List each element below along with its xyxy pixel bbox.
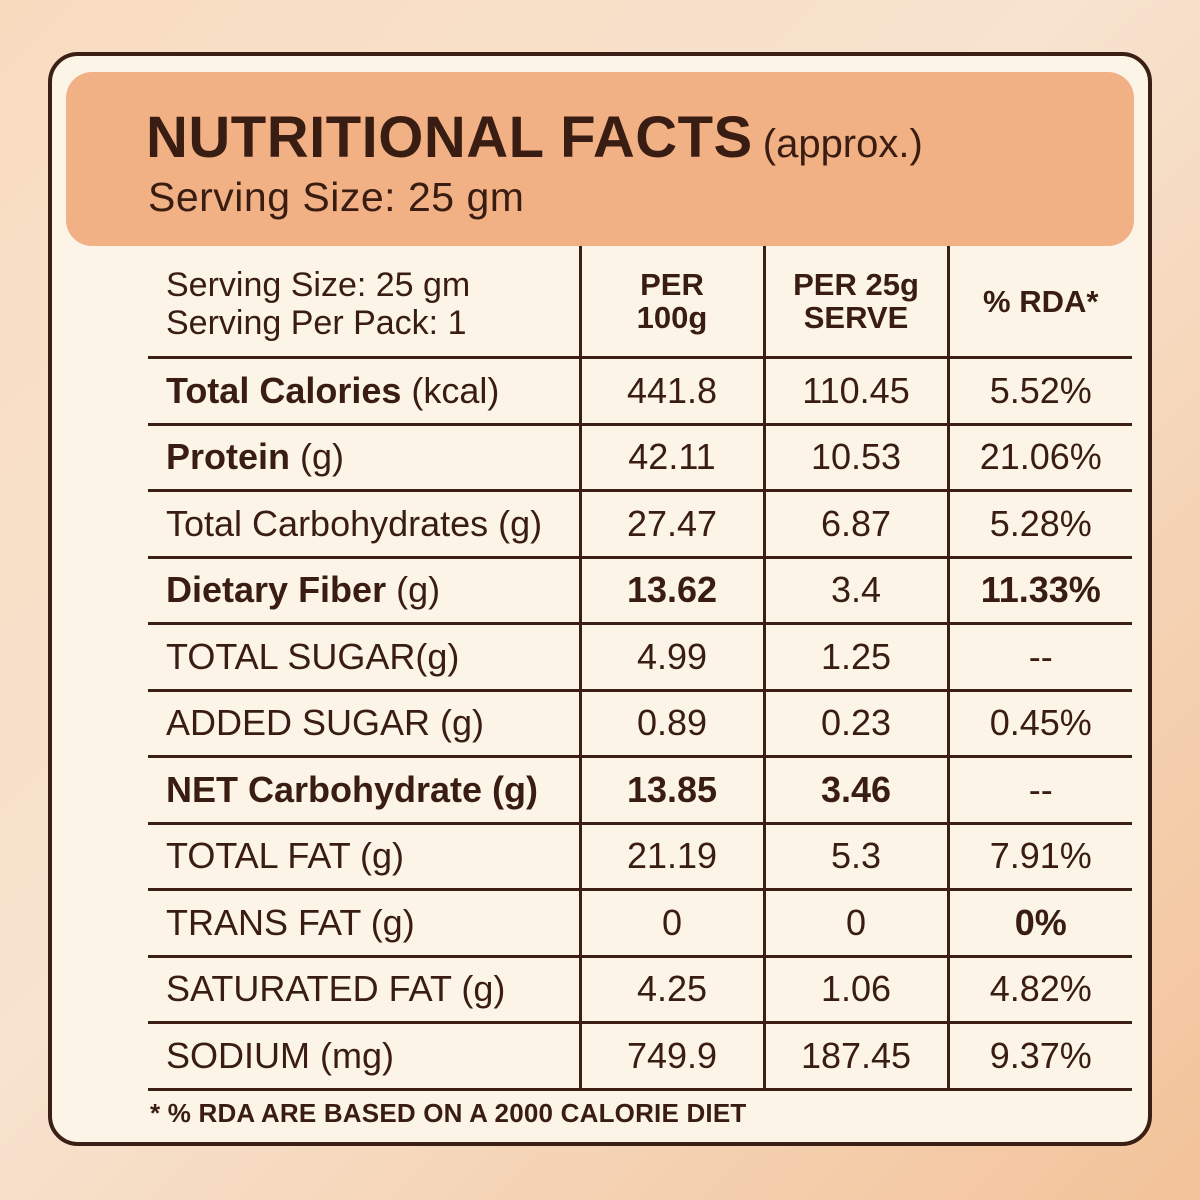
- value-per-serve: 0.23: [762, 690, 948, 758]
- value-rda: 0.45%: [946, 690, 1132, 758]
- value-rda: 5.28%: [946, 490, 1132, 559]
- table-row: SATURATED FAT (g) 4.25 1.06 4.82%: [148, 956, 1132, 1024]
- nutrient-label: TRANS FAT (g): [166, 901, 415, 943]
- header-per-serve-line2: SERVE: [803, 300, 909, 335]
- nutrient-label: Total Calories: [166, 369, 402, 411]
- value-rda: 5.52%: [946, 357, 1132, 426]
- value-per-100g: 42.11: [578, 424, 764, 492]
- nutrient-name: TRANS FAT (g): [148, 889, 580, 958]
- nutrient-label: Protein: [166, 436, 291, 478]
- value-per-100g: 13.85: [578, 756, 764, 825]
- value-per-serve: 3.4: [762, 557, 948, 625]
- header-per-100g-line1: PER: [640, 267, 704, 302]
- nutrition-table: Serving Size: 25 gm Serving Per Pack: 1 …: [148, 246, 1132, 1091]
- value-per-serve: 5.3: [762, 823, 948, 891]
- value-per-100g: 0.89: [578, 690, 764, 758]
- nutrient-label: TOTAL SUGAR(g): [166, 635, 460, 677]
- nutrient-name: ADDED SUGAR (g): [148, 690, 580, 758]
- nutrient-unit: (g): [386, 569, 441, 611]
- nutrient-label: SODIUM (mg): [166, 1034, 394, 1076]
- value-per-100g: 4.99: [578, 623, 764, 692]
- nutrient-name: Protein (g): [148, 424, 580, 492]
- header-serving-info: Serving Size: 25 gm Serving Per Pack: 1: [148, 246, 580, 359]
- value-per-100g: 441.8: [578, 357, 764, 426]
- rda-footnote: * % RDA ARE BASED ON A 2000 CALORIE DIET: [150, 1098, 747, 1128]
- value-per-serve: 3.46: [762, 756, 948, 825]
- nutrient-name: NET Carbohydrate (g): [148, 756, 580, 825]
- value-rda: 0%: [946, 889, 1132, 958]
- nutrient-label: Dietary Fiber: [166, 569, 387, 611]
- table-row: NET Carbohydrate (g) 13.85 3.46 --: [148, 756, 1132, 825]
- nutrient-name: Dietary Fiber (g): [148, 557, 580, 625]
- value-per-100g: 27.47: [578, 490, 764, 559]
- value-rda: --: [946, 756, 1132, 825]
- page-title: NUTRITIONAL FACTS: [146, 105, 753, 170]
- nutrient-label: Total Carbohydrates (g): [166, 502, 543, 544]
- value-per-serve: 10.53: [762, 424, 948, 492]
- nutrient-label: ADDED SUGAR (g): [166, 702, 485, 744]
- table-row: TOTAL FAT (g) 21.19 5.3 7.91%: [148, 823, 1132, 891]
- value-per-serve: 6.87: [762, 490, 948, 559]
- value-rda: --: [946, 623, 1132, 692]
- value-per-100g: 0: [578, 889, 764, 958]
- nutrient-name: TOTAL FAT (g): [148, 823, 580, 891]
- value-rda: 11.33%: [946, 557, 1132, 625]
- table-row: ADDED SUGAR (g) 0.89 0.23 0.45%: [148, 690, 1132, 758]
- value-per-100g: 13.62: [578, 557, 764, 625]
- nutrition-table-wrap: Serving Size: 25 gm Serving Per Pack: 1 …: [148, 246, 1132, 1091]
- value-rda: 21.06%: [946, 424, 1132, 492]
- nutrient-name: Total Carbohydrates (g): [148, 490, 580, 559]
- title-line: NUTRITIONAL FACTS (approx.): [146, 104, 923, 171]
- nutrient-name: TOTAL SUGAR(g): [148, 623, 580, 692]
- nutrient-name: Total Calories (kcal): [148, 357, 580, 426]
- nutrient-label: SATURATED FAT (g): [166, 968, 506, 1010]
- value-rda: 4.82%: [946, 956, 1132, 1024]
- table-row: TOTAL SUGAR(g) 4.99 1.25 --: [148, 623, 1132, 692]
- value-per-serve: 110.45: [762, 357, 948, 426]
- nutrient-unit: (g): [290, 436, 345, 478]
- value-per-serve: 0: [762, 889, 948, 958]
- nutrient-label: NET Carbohydrate (g): [166, 768, 539, 810]
- value-per-100g: 21.19: [578, 823, 764, 891]
- table-row: TRANS FAT (g) 0 0 0%: [148, 889, 1132, 958]
- title-note: (approx.): [762, 122, 923, 166]
- header-per-serve-line1: PER 25g: [793, 267, 919, 302]
- table-row: Total Carbohydrates (g) 27.47 6.87 5.28%: [148, 490, 1132, 559]
- banner-serving-size: Serving Size: 25 gm: [148, 174, 525, 220]
- nutrient-name: SODIUM (mg): [148, 1022, 580, 1091]
- nutrient-unit: (kcal): [401, 369, 500, 411]
- value-rda: 9.37%: [946, 1022, 1132, 1091]
- title-banner: [66, 72, 1134, 246]
- value-rda: 7.91%: [946, 823, 1132, 891]
- nutrient-name: SATURATED FAT (g): [148, 956, 580, 1024]
- value-per-100g: 4.25: [578, 956, 764, 1024]
- value-per-serve: 187.45: [762, 1022, 948, 1091]
- table-header-row: Serving Size: 25 gm Serving Per Pack: 1 …: [148, 246, 1132, 359]
- header-per-100g: PER 100g: [578, 246, 764, 359]
- table-row: Dietary Fiber (g) 13.62 3.4 11.33%: [148, 557, 1132, 625]
- table-row: Total Calories (kcal) 441.8 110.45 5.52%: [148, 357, 1132, 426]
- value-per-serve: 1.25: [762, 623, 948, 692]
- header-per-100g-line2: 100g: [636, 300, 708, 335]
- nutrient-label: TOTAL FAT (g): [166, 835, 405, 877]
- value-per-100g: 749.9: [578, 1022, 764, 1091]
- header-rda: % RDA*: [946, 246, 1132, 359]
- header-serving-size: Serving Size: 25 gm: [166, 266, 471, 304]
- header-per-serve: PER 25g SERVE: [762, 246, 948, 359]
- table-row: SODIUM (mg) 749.9 187.45 9.37%: [148, 1022, 1132, 1091]
- table-row: Protein (g) 42.11 10.53 21.06%: [148, 424, 1132, 492]
- value-per-serve: 1.06: [762, 956, 948, 1024]
- header-serving-per-pack: Serving Per Pack: 1: [166, 304, 467, 342]
